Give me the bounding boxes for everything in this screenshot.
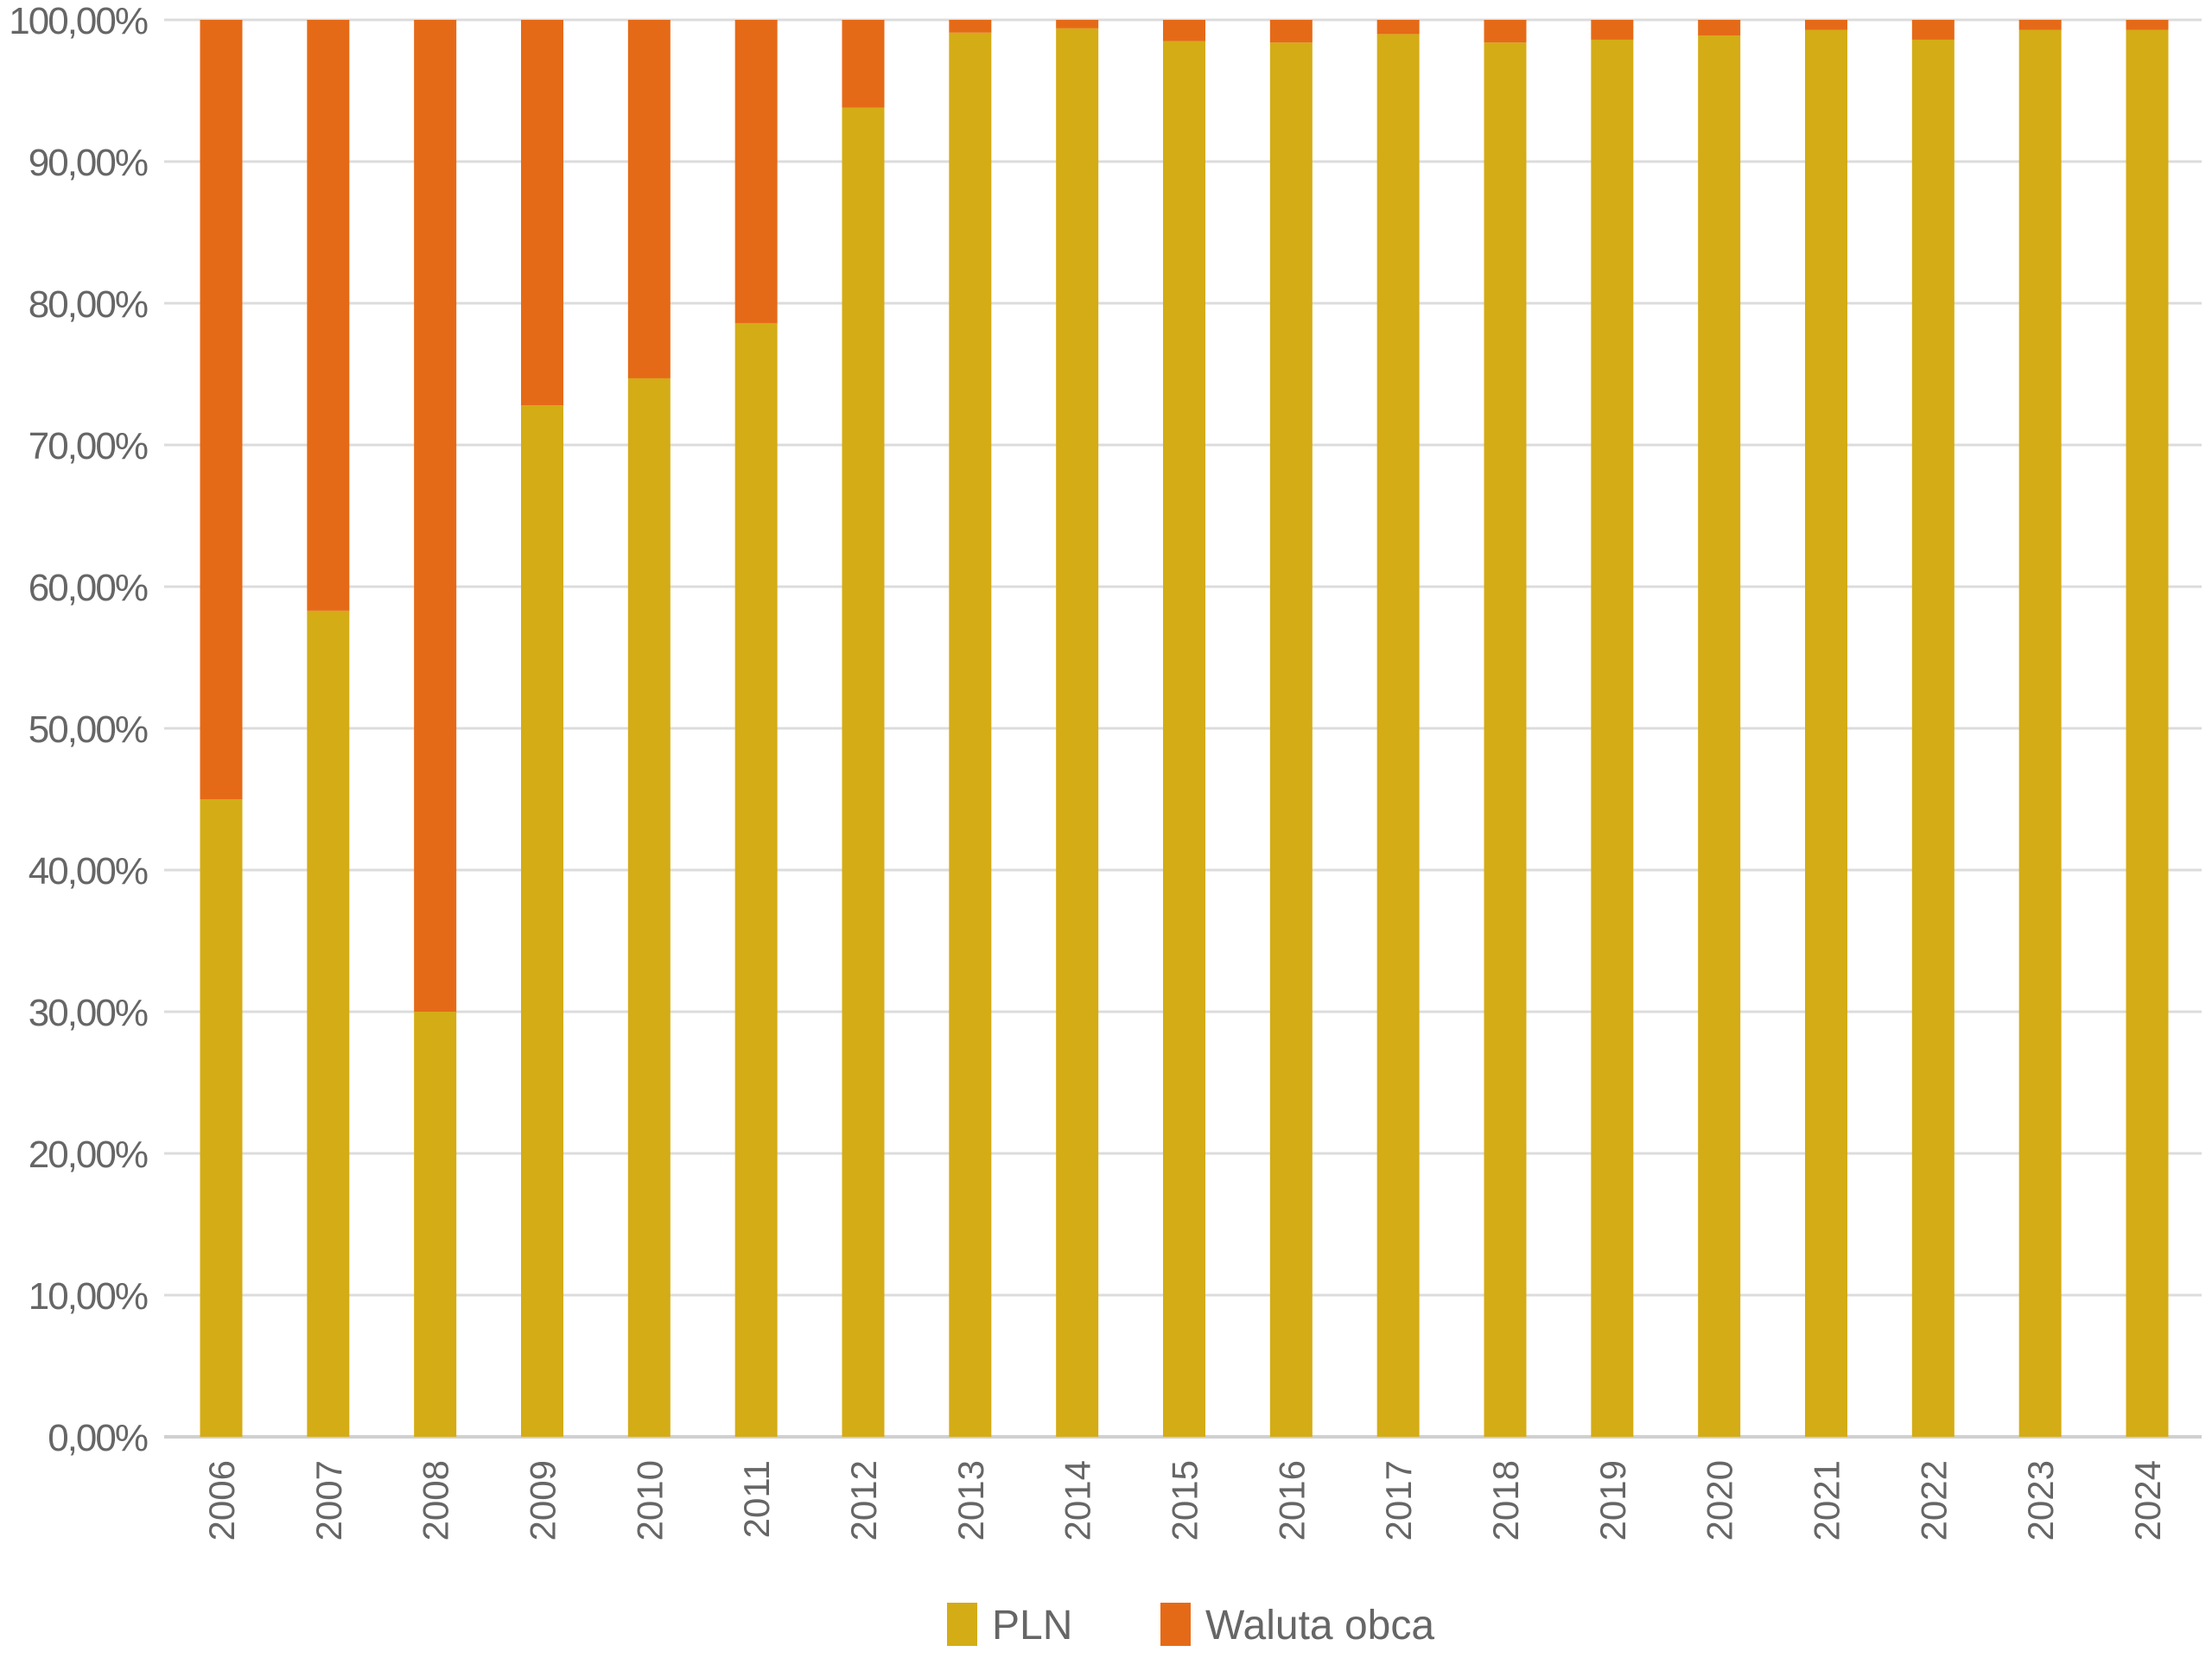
bar-waluta-obca-2020 xyxy=(1698,20,1741,36)
bar-waluta-obca-2013 xyxy=(949,20,992,33)
bar-waluta-obca-2021 xyxy=(1805,20,1847,30)
bar-pln-2009 xyxy=(521,405,563,1438)
legend-label: Waluta obca xyxy=(1205,1603,1434,1648)
bar-waluta-obca-2009 xyxy=(521,20,563,406)
bar-waluta-obca-2006 xyxy=(200,20,243,799)
bar-waluta-obca-2015 xyxy=(1163,20,1205,41)
x-tick-label: 2022 xyxy=(1913,1460,1954,1540)
x-tick-label: 2006 xyxy=(201,1460,242,1540)
x-tick-label: 2010 xyxy=(629,1460,670,1540)
bar-pln-2007 xyxy=(307,610,350,1437)
bar-waluta-obca-2018 xyxy=(1484,20,1527,43)
x-tick-label: 2021 xyxy=(1807,1460,1847,1540)
y-tick-label: 10,00% xyxy=(29,1275,148,1318)
bar-waluta-obca-2022 xyxy=(1911,20,1955,40)
bar-pln-2018 xyxy=(1484,42,1527,1438)
bar-pln-2011 xyxy=(734,322,778,1438)
bar-waluta-obca-2014 xyxy=(1056,20,1099,29)
bar-pln-2016 xyxy=(1269,42,1313,1438)
x-tick-label: 2013 xyxy=(950,1460,991,1540)
x-tick-label: 2019 xyxy=(1592,1460,1633,1540)
legend-label: PLN xyxy=(992,1603,1072,1648)
bar-waluta-obca-2024 xyxy=(2126,20,2169,30)
bar-pln-2015 xyxy=(1163,41,1205,1438)
bar-pln-2010 xyxy=(627,378,671,1437)
x-tick-label: 2023 xyxy=(2020,1460,2061,1540)
bar-pln-2012 xyxy=(842,107,885,1437)
y-tick-label: 50,00% xyxy=(29,708,148,751)
bars xyxy=(200,20,2169,1438)
x-tick-label: 2014 xyxy=(1058,1460,1098,1540)
bar-waluta-obca-2017 xyxy=(1376,20,1420,35)
x-tick-label: 2015 xyxy=(1165,1460,1205,1540)
bar-pln-2024 xyxy=(2126,29,2169,1438)
legend: PLN Waluta obca xyxy=(947,1603,1434,1648)
x-tick-label: 2024 xyxy=(2127,1460,2168,1540)
y-tick-label: 60,00% xyxy=(29,567,148,609)
bar-waluta-obca-2008 xyxy=(414,20,457,1012)
x-tick-label: 2012 xyxy=(843,1460,884,1540)
x-tick-label: 2011 xyxy=(736,1460,777,1538)
x-tick-label: 2018 xyxy=(1485,1460,1526,1540)
bar-waluta-obca-2011 xyxy=(734,20,778,323)
y-tick-label: 90,00% xyxy=(29,142,148,184)
bar-waluta-obca-2019 xyxy=(1591,20,1634,40)
bar-pln-2020 xyxy=(1698,35,1741,1437)
y-axis: 0,00% 10,00% 20,00% 30,00% 40,00% 50,00% 60,00… xyxy=(9,0,149,1459)
x-tick-label: 2017 xyxy=(1378,1460,1419,1540)
legend-swatch-pln xyxy=(947,1603,977,1646)
y-tick-label: 80,00% xyxy=(29,283,148,326)
bar-pln-2023 xyxy=(2018,29,2062,1438)
y-tick-label: 40,00% xyxy=(29,850,148,893)
bar-pln-2022 xyxy=(1911,39,1955,1438)
bar-pln-2014 xyxy=(1056,28,1099,1438)
bar-pln-2008 xyxy=(414,1012,457,1437)
y-tick-label: 100,00% xyxy=(9,0,148,42)
bar-pln-2017 xyxy=(1376,34,1420,1437)
bar-pln-2006 xyxy=(200,799,243,1437)
bar-waluta-obca-2007 xyxy=(307,20,350,611)
bar-pln-2019 xyxy=(1591,39,1634,1438)
x-tick-label: 2007 xyxy=(308,1460,349,1540)
y-tick-label: 20,00% xyxy=(29,1134,148,1176)
x-tick-label: 2008 xyxy=(416,1460,456,1540)
bar-waluta-obca-2016 xyxy=(1269,20,1313,43)
x-axis: 2006 2007 2008 2009 2010 2011 2012 2013 2014 2015… xyxy=(201,1460,2168,1540)
bar-waluta-obca-2012 xyxy=(842,20,885,108)
bar-waluta-obca-2010 xyxy=(627,20,671,378)
y-tick-label: 30,00% xyxy=(29,992,148,1034)
y-tick-label: 0,00% xyxy=(48,1417,148,1459)
bar-pln-2021 xyxy=(1805,29,1847,1438)
bar-waluta-obca-2023 xyxy=(2018,20,2062,30)
x-tick-label: 2009 xyxy=(523,1460,563,1540)
legend-swatch-waluta-obca xyxy=(1160,1603,1191,1646)
x-tick-label: 2020 xyxy=(1700,1460,1740,1540)
x-tick-label: 2016 xyxy=(1271,1460,1312,1540)
bar-pln-2013 xyxy=(949,32,992,1437)
y-tick-label: 70,00% xyxy=(29,425,148,467)
